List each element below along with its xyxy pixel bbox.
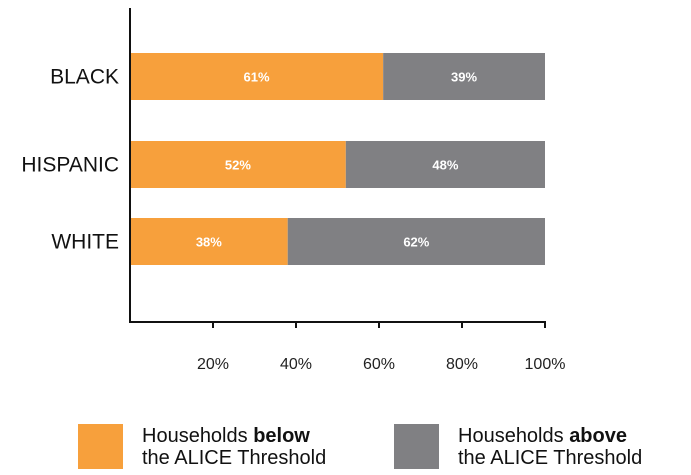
x-axis-ticks: 20% 40% 60% 80% 100% [197, 322, 565, 373]
x-tick-label-20: 20% [197, 356, 229, 373]
legend-below-bold: below [253, 425, 310, 447]
data-label-white-below: 38% [196, 235, 222, 250]
bar-black-below [130, 53, 384, 100]
bars-group: 61% 39% 52% 48% 38% 62% [130, 53, 545, 265]
bar-black-above [383, 53, 545, 100]
data-label-hispanic-above: 48% [432, 158, 458, 173]
stacked-bar-chart: 61% 39% 52% 48% 38% 62% BLACK HISPANIC WHITE 20… [21, 8, 565, 373]
data-label-hispanic-below: 52% [225, 158, 251, 173]
legend-swatch-above [394, 424, 439, 469]
x-tick-label-80: 80% [446, 356, 478, 373]
category-label-white: WHITE [51, 231, 119, 254]
legend-text-above: Households above the ALICE Threshold [458, 425, 642, 469]
legend-below-line2: the ALICE Threshold [142, 447, 327, 469]
legend-item-above: Households above the ALICE Threshold [394, 424, 642, 469]
bar-hispanic-below [130, 141, 346, 188]
category-labels: BLACK HISPANIC WHITE [21, 66, 119, 254]
bar-white-above [287, 218, 545, 265]
data-label-white-above: 62% [403, 235, 429, 250]
bar-white-below [130, 218, 288, 265]
legend-above-prefix: Households [458, 425, 570, 447]
legend-above-bold: above [569, 425, 627, 447]
data-label-black-below: 61% [244, 70, 270, 85]
category-label-black: BLACK [50, 66, 119, 89]
data-label-black-above: 39% [451, 70, 477, 85]
legend-text-below: Households below the ALICE Threshold [142, 425, 326, 469]
x-tick-label-40: 40% [280, 356, 312, 373]
bar-hispanic-above [345, 141, 545, 188]
legend-below-prefix: Households [142, 425, 254, 447]
legend-swatch-below [78, 424, 123, 469]
x-tick-label-60: 60% [363, 356, 395, 373]
x-tick-label-100: 100% [525, 356, 566, 373]
category-label-hispanic: HISPANIC [21, 154, 119, 177]
legend-above-line2: the ALICE Threshold [458, 447, 643, 469]
legend-item-below: Households below the ALICE Threshold [78, 424, 326, 469]
